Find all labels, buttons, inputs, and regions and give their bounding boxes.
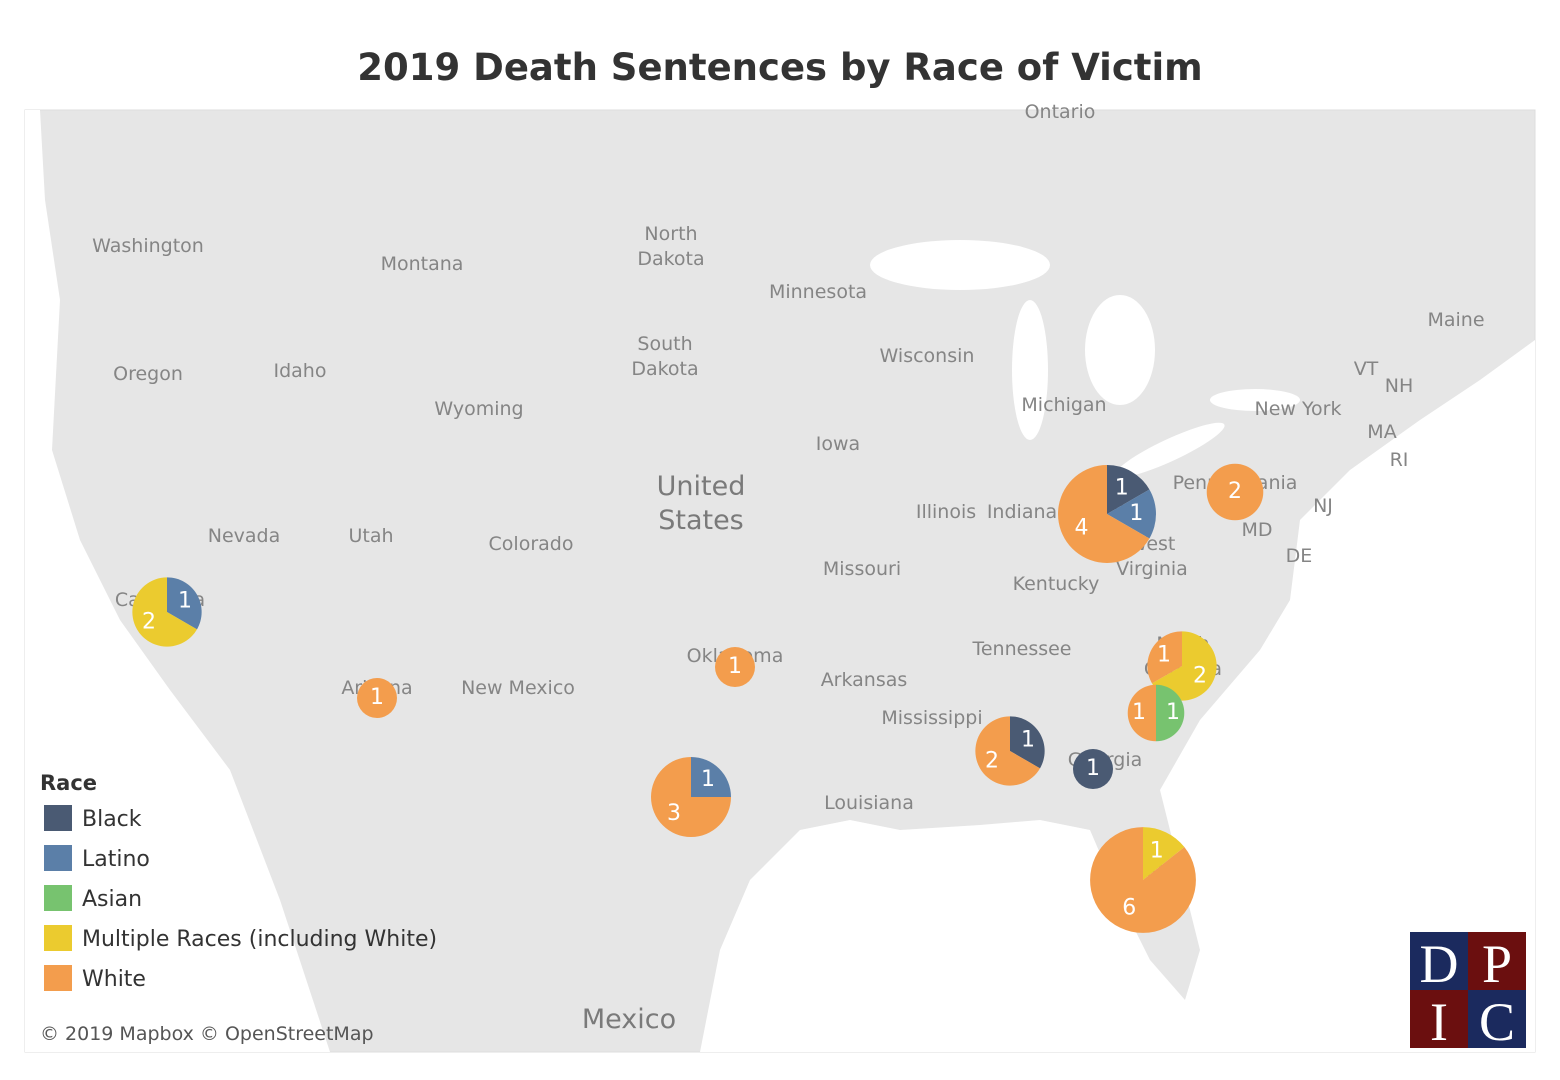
great-lakes: [870, 240, 1300, 478]
credits: © 2019 Mapbox © OpenStreetMap: [40, 1023, 374, 1045]
logo-letter: I: [1430, 992, 1448, 1052]
legend-swatch: [44, 925, 72, 951]
pie-slice: [691, 757, 731, 797]
map-label: New York: [1254, 398, 1341, 420]
map-label: Missouri: [823, 558, 901, 580]
map-label: North: [644, 223, 697, 245]
pie-label: 1: [178, 589, 192, 614]
pie-label: 1: [728, 654, 742, 679]
pie-label: 1: [1021, 728, 1035, 753]
map-label: Minnesota: [769, 281, 867, 303]
map-label: Dakota: [637, 248, 704, 270]
legend-swatch: [44, 965, 72, 991]
pie-label: 2: [142, 609, 156, 634]
map-label: Virginia: [1116, 558, 1188, 580]
pie-slice: [1010, 716, 1045, 769]
map-label: New Mexico: [461, 677, 575, 699]
map-label: United: [657, 471, 746, 502]
pie-label: 2: [1228, 479, 1242, 504]
legend-label: Asian: [82, 887, 142, 912]
pie-label: 1: [1132, 700, 1146, 725]
map-label: MA: [1367, 421, 1396, 443]
legend-title: Race: [40, 771, 97, 795]
pie-label: 1: [1129, 501, 1143, 526]
map-label: South: [637, 333, 692, 355]
pie-label: 4: [1075, 516, 1089, 541]
map-label: Dakota: [631, 358, 698, 380]
pie-slice: [1152, 631, 1217, 701]
pie-label: 1: [1115, 476, 1129, 501]
dpic-logo: D PI C: [1410, 932, 1526, 1052]
map-label: Michigan: [1021, 394, 1106, 416]
pie-slice: [1206, 463, 1264, 521]
pie-slice: [1143, 827, 1185, 880]
logo-letter: D: [1420, 934, 1459, 994]
pacific: [25, 110, 330, 1052]
map-label: Maine: [1427, 309, 1484, 331]
pie-label: 1: [1086, 756, 1100, 781]
map-label: Illinois: [916, 501, 976, 523]
title: 2019 Death Sentences by Race of Victim: [357, 46, 1202, 89]
map-label: Louisiana: [824, 792, 914, 814]
pie-slice: [715, 647, 755, 687]
map-label: Utah: [348, 525, 393, 547]
map-label: Indiana: [987, 501, 1057, 523]
pie-slice: [1156, 684, 1185, 742]
map-label: Mexico: [582, 1004, 676, 1035]
pie-label: 1: [1157, 643, 1171, 668]
legend-swatch: [44, 845, 72, 871]
legend-label: Latino: [82, 847, 150, 872]
logo-letter: P: [1482, 934, 1512, 994]
map-label: DE: [1286, 545, 1313, 567]
legend-label: Multiple Races (including White): [82, 927, 437, 952]
map-label: Iowa: [816, 433, 860, 455]
pie-slice: [1073, 749, 1113, 789]
pie-slice: [357, 678, 397, 718]
map-label: States: [658, 505, 744, 536]
map-label: Wisconsin: [880, 345, 975, 367]
legend-label: Black: [82, 807, 142, 832]
map-label: NJ: [1313, 495, 1333, 517]
pie-label: 1: [370, 685, 384, 710]
pie-slice: [132, 577, 197, 647]
map-label: Montana: [381, 253, 464, 275]
pie-slice: [651, 757, 731, 837]
pie-slice: [1058, 465, 1150, 563]
pie-slice: [167, 577, 202, 630]
logo-letter: C: [1479, 992, 1515, 1052]
pie-label: 1: [1150, 838, 1164, 863]
map-label: Oregon: [113, 363, 183, 385]
map-label: Wyoming: [434, 398, 523, 420]
pie-slice: [1107, 465, 1150, 514]
pie-slice: [1127, 684, 1156, 742]
atlantic: [700, 340, 1535, 1052]
pie-label: 1: [1166, 700, 1180, 725]
pie-slice: [975, 716, 1040, 786]
map-label: RI: [1390, 449, 1409, 471]
map-label: Ontario: [1025, 101, 1096, 123]
pie-label: 2: [985, 748, 999, 773]
pie-label: 1: [701, 767, 715, 792]
legend-swatch: [44, 885, 72, 911]
map-label: Nevada: [208, 525, 281, 547]
map-label: Arkansas: [821, 669, 908, 691]
map-label: Idaho: [274, 360, 327, 382]
map-label: Washington: [92, 235, 204, 257]
pie-slice: [1090, 827, 1196, 933]
map-label: MD: [1241, 519, 1272, 541]
pie-slice: [1107, 489, 1156, 539]
pie-label: 6: [1122, 896, 1136, 921]
map-label: Colorado: [489, 533, 574, 555]
pie-slice: [1147, 631, 1182, 684]
legend-swatch: [44, 805, 72, 831]
pie-label: 3: [667, 801, 681, 826]
pie-label: 2: [1193, 663, 1207, 688]
map-label: Tennessee: [971, 638, 1071, 660]
map-label: VT: [1354, 358, 1379, 380]
map-label: NH: [1385, 375, 1414, 397]
map-label: Kentucky: [1013, 573, 1100, 595]
map-label: Mississippi: [881, 707, 982, 729]
legend-label: White: [82, 967, 146, 992]
